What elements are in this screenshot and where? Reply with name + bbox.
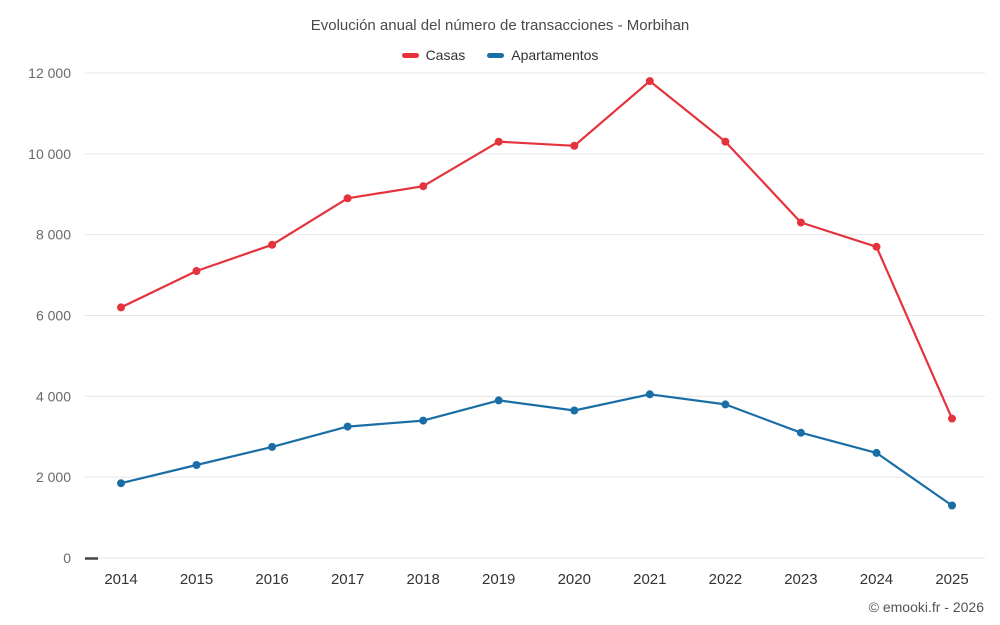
chart-title: Evolución anual del número de transaccio… xyxy=(310,17,690,34)
legend-label-apartamentos: Apartamentos xyxy=(511,47,599,63)
data-point-apartamentos-2022 xyxy=(721,400,730,409)
data-point-casas-2023 xyxy=(796,218,805,227)
data-point-casas-2024 xyxy=(872,242,881,251)
data-point-casas-2015 xyxy=(192,267,201,275)
data-point-casas-2018 xyxy=(419,182,428,191)
x-axis-tick-label: 2019 xyxy=(482,571,515,588)
y-axis-tick-label: 10 000 xyxy=(28,146,71,162)
data-point-casas-2017 xyxy=(343,194,352,203)
legend-marker-casas-icon xyxy=(401,52,419,58)
data-point-casas-2016 xyxy=(268,240,277,249)
chart-attribution: © emooki.fr - 2026 xyxy=(868,599,984,615)
data-point-apartamentos-2017 xyxy=(343,422,352,431)
y-axis-tick-label: 12 000 xyxy=(28,65,71,81)
x-axis-tick-label: 2017 xyxy=(331,571,364,588)
y-axis-tick-label: 6 000 xyxy=(36,308,71,324)
data-point-apartamentos-2014 xyxy=(117,479,125,488)
x-axis-tick-label: 2025 xyxy=(935,571,968,588)
legend-marker-apartamentos-icon xyxy=(487,52,505,58)
x-axis-tick-label: 2021 xyxy=(633,571,666,588)
data-point-casas-2019 xyxy=(494,137,503,146)
data-point-apartamentos-2018 xyxy=(419,416,428,425)
x-axis-tick-label: 2014 xyxy=(104,571,137,588)
data-point-casas-2025 xyxy=(948,414,956,423)
data-point-apartamentos-2016 xyxy=(268,442,277,451)
series-line-casas xyxy=(119,79,954,420)
data-point-apartamentos-2015 xyxy=(192,461,201,469)
x-axis-tick-label: 2016 xyxy=(255,571,288,588)
legend-item-casas[interactable]: Casas xyxy=(401,47,466,63)
data-point-casas-2020 xyxy=(570,141,579,150)
y-axis-tick-label: 8 000 xyxy=(36,227,71,243)
data-point-apartamentos-2025 xyxy=(948,501,956,510)
x-axis-tick-label: 2018 xyxy=(406,571,439,588)
y-axis-tick-label: 4 000 xyxy=(36,388,71,404)
series-line-apartamentos xyxy=(119,393,954,507)
data-point-apartamentos-2019 xyxy=(494,396,503,405)
y-axis-tick-label: 0 xyxy=(63,550,71,566)
legend-label-casas: Casas xyxy=(425,47,466,63)
data-point-apartamentos-2023 xyxy=(796,428,805,437)
x-axis-tick-label: 2024 xyxy=(860,571,893,588)
data-point-apartamentos-2021 xyxy=(645,390,654,399)
y-axis-tick-label: 2 000 xyxy=(36,469,71,485)
data-point-casas-2021 xyxy=(645,77,654,86)
x-axis-tick-label: 2022 xyxy=(709,571,742,588)
data-point-apartamentos-2020 xyxy=(570,406,579,415)
data-point-apartamentos-2024 xyxy=(872,448,881,457)
legend-item-apartamentos[interactable]: Apartamentos xyxy=(487,47,598,63)
x-axis-tick-label: 2023 xyxy=(784,571,817,588)
x-axis-tick-label: 2015 xyxy=(180,571,213,588)
x-axis-tick-label: 2020 xyxy=(558,571,591,588)
data-point-casas-2022 xyxy=(721,137,730,146)
chart-legend: Casas Apartamentos xyxy=(0,47,1000,63)
data-point-casas-2014 xyxy=(117,303,125,312)
